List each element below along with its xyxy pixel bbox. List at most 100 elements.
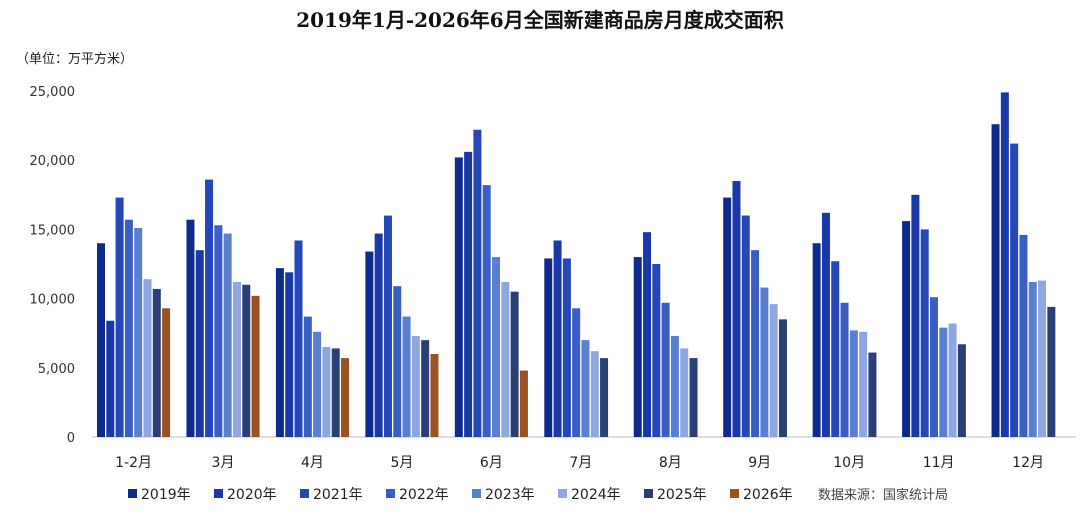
bar-2025年-11月 bbox=[957, 344, 966, 437]
bar-2021年-11月 bbox=[920, 229, 929, 437]
bar-2019年-8月 bbox=[633, 257, 642, 437]
legend-swatch bbox=[128, 489, 137, 498]
y-axis: 0 5,000 10,000 15,000 20,000 25,000 bbox=[30, 85, 76, 446]
bar-2024年-5月 bbox=[411, 335, 420, 437]
bar-2025年-1-2月 bbox=[152, 288, 161, 437]
y-tick-label: 25,000 bbox=[30, 85, 76, 100]
bar-2019年-6月 bbox=[454, 157, 463, 437]
bar-2023年-10月 bbox=[849, 330, 858, 437]
bar-2020年-8月 bbox=[643, 232, 652, 437]
legend-swatch bbox=[300, 489, 309, 498]
unit-label: （单位：万平方米） bbox=[16, 51, 133, 67]
bar-2026年-4月 bbox=[341, 358, 350, 437]
bar-2022年-8月 bbox=[661, 302, 670, 437]
bar-2022年-10月 bbox=[840, 302, 849, 437]
bar-2020年-12月 bbox=[1000, 92, 1009, 437]
x-tick-label: 9月 bbox=[748, 455, 771, 471]
bar-2023年-1-2月 bbox=[134, 228, 143, 437]
bar-2019年-12月 bbox=[991, 124, 1000, 437]
bar-2022年-6月 bbox=[482, 185, 491, 437]
legend-item: 2022年 bbox=[386, 487, 449, 503]
legend-label: 2024年 bbox=[571, 487, 621, 503]
legend-label: 2020年 bbox=[227, 487, 277, 503]
bar-2023年-12月 bbox=[1028, 281, 1037, 437]
bar-2026年-5月 bbox=[430, 353, 439, 437]
bar-2022年-12月 bbox=[1019, 234, 1028, 437]
bar-2023年-7月 bbox=[581, 340, 590, 437]
bar-2025年-12月 bbox=[1047, 306, 1056, 437]
bar-2025年-10月 bbox=[868, 352, 877, 437]
x-tick-label: 12月 bbox=[1012, 455, 1044, 471]
bar-2021年-8月 bbox=[652, 264, 661, 437]
bar-2024年-9月 bbox=[769, 304, 778, 437]
x-tick-label: 10月 bbox=[833, 455, 865, 471]
legend-swatch bbox=[644, 489, 653, 498]
x-tick-label: 8月 bbox=[659, 455, 682, 471]
bar-2020年-6月 bbox=[464, 151, 473, 437]
bars-group bbox=[97, 92, 1056, 438]
bar-2020年-7月 bbox=[553, 240, 562, 437]
bar-2026年-3月 bbox=[251, 295, 260, 437]
bar-2024年-3月 bbox=[232, 281, 241, 437]
legend-item: 2020年 bbox=[214, 487, 277, 503]
bar-2024年-4月 bbox=[322, 347, 331, 437]
bar-2021年-9月 bbox=[741, 215, 750, 437]
legend-item: 2021年 bbox=[300, 487, 363, 503]
legend-label: 2025年 bbox=[657, 487, 707, 503]
legend-item: 2019年 bbox=[128, 487, 191, 503]
y-tick-label: 10,000 bbox=[30, 293, 76, 308]
bar-2021年-7月 bbox=[562, 258, 571, 437]
legend-swatch bbox=[472, 489, 481, 498]
bar-2024年-1-2月 bbox=[143, 279, 152, 437]
bar-2023年-8月 bbox=[670, 335, 679, 437]
bar-2026年-6月 bbox=[519, 370, 528, 437]
y-tick-label: 5,000 bbox=[38, 362, 75, 377]
y-tick-label: 15,000 bbox=[30, 223, 76, 238]
bar-2022年-7月 bbox=[572, 308, 581, 437]
bar-2024年-11月 bbox=[948, 323, 957, 437]
bar-2023年-4月 bbox=[313, 331, 322, 437]
x-tick-label: 6月 bbox=[480, 455, 503, 471]
bar-2022年-9月 bbox=[751, 250, 760, 437]
legend-item: 2026年 bbox=[730, 487, 793, 503]
bar-2021年-1-2月 bbox=[115, 197, 124, 437]
legend-label: 2026年 bbox=[743, 487, 793, 503]
x-axis: 1-2月 3月 4月 5月 6月 7月 8月 9月 10月 11月 12月 bbox=[115, 455, 1044, 471]
bar-2019年-5月 bbox=[365, 251, 374, 437]
x-tick-label: 11月 bbox=[923, 455, 955, 471]
legend-item: 2025年 bbox=[644, 487, 707, 503]
bar-2025年-5月 bbox=[421, 340, 430, 437]
x-tick-label: 5月 bbox=[390, 455, 413, 471]
bar-2025年-4月 bbox=[331, 348, 340, 437]
bar-2025年-3月 bbox=[242, 284, 251, 437]
x-tick-label: 3月 bbox=[212, 455, 235, 471]
bar-2022年-5月 bbox=[393, 286, 402, 437]
legend-item: 2023年 bbox=[472, 487, 535, 503]
bar-2019年-3月 bbox=[186, 219, 195, 437]
bar-2019年-9月 bbox=[723, 197, 732, 437]
legend-swatch bbox=[730, 489, 739, 498]
bar-2020年-10月 bbox=[821, 212, 830, 437]
bar-2025年-9月 bbox=[778, 319, 787, 437]
bar-2020年-11月 bbox=[911, 194, 920, 437]
bar-2025年-6月 bbox=[510, 291, 519, 437]
legend-label: 2021年 bbox=[313, 487, 363, 503]
bar-2023年-6月 bbox=[492, 257, 501, 437]
bar-2020年-3月 bbox=[195, 250, 204, 437]
legend-swatch bbox=[558, 489, 567, 498]
bar-2021年-5月 bbox=[383, 215, 392, 437]
bar-2022年-3月 bbox=[214, 225, 223, 437]
legend: 2019年 2020年 2021年 2022年 2023年 2024年 2025年 2026年 bbox=[128, 487, 793, 503]
bar-2019年-1-2月 bbox=[97, 243, 105, 437]
chart-title: 2019年1月-2026年6月全国新建商品房月度成交面积 bbox=[296, 8, 783, 32]
bar-2019年-7月 bbox=[544, 258, 553, 437]
bar-2019年-10月 bbox=[812, 243, 821, 437]
legend-label: 2019年 bbox=[141, 487, 191, 503]
bar-2020年-4月 bbox=[285, 272, 294, 437]
x-tick-label: 4月 bbox=[301, 455, 324, 471]
bar-2023年-5月 bbox=[402, 316, 411, 437]
bar-2020年-5月 bbox=[374, 233, 383, 437]
bar-2021年-10月 bbox=[831, 261, 840, 437]
legend-label: 2022年 bbox=[399, 487, 449, 503]
